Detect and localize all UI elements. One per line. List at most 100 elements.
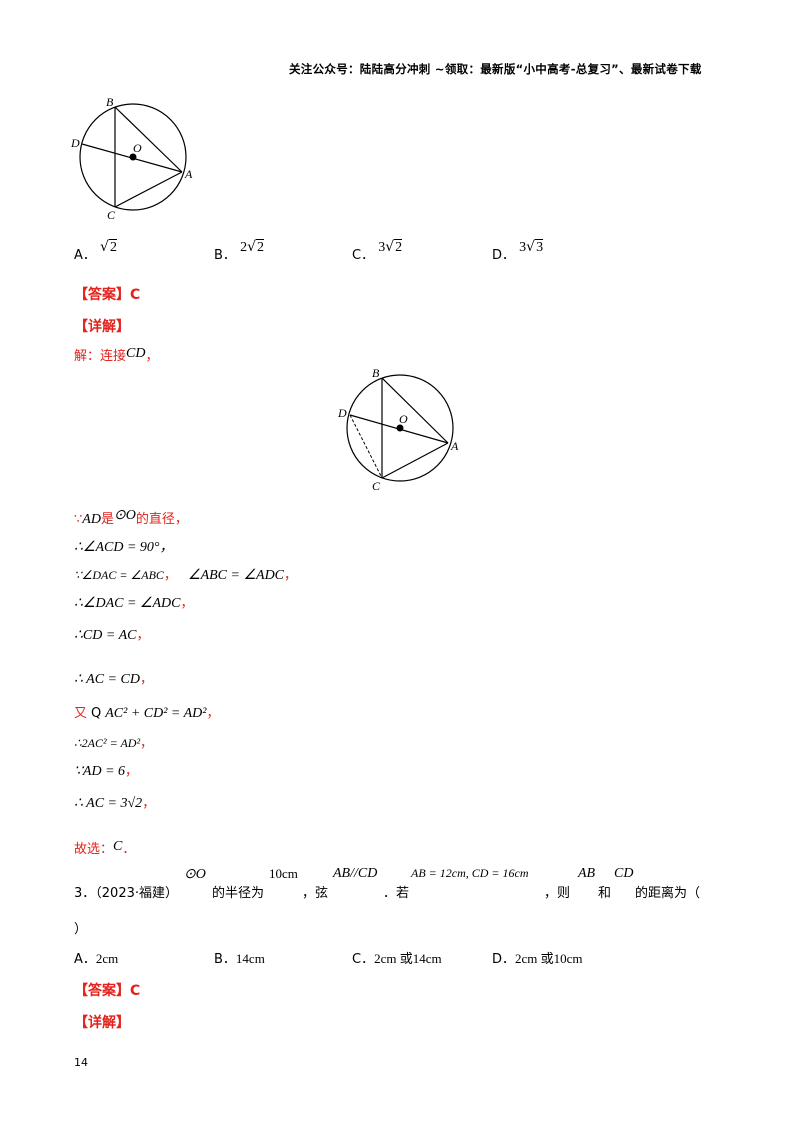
q3-lengths: AB = 12cm, CD = 16cm [411,866,529,880]
option-a: A． √2 [74,239,117,264]
center-point [396,424,404,432]
label-d: D [70,136,80,150]
label-b: B [106,95,114,109]
option-coef: 2 [240,240,248,255]
q3-option-d: D．2cm 或10cm [492,948,583,967]
step-7-pre: 又 [74,706,88,721]
answer-line-1: 【答案】C [74,284,140,304]
center-point [129,153,137,161]
q3-close: ） [74,922,88,937]
option-value: 2cm 或10cm [515,951,583,966]
step-10-end: ， [142,796,156,811]
conclusion-math: C [113,839,123,854]
option-b: B． 2√2 [214,239,264,264]
q3-text-3: ．若 [383,886,410,901]
step-5-pre: ∴ [74,628,83,643]
step-3c: ∠ABC = ∠ADC [188,568,285,583]
step-5-end: ， [136,628,150,643]
step-9-end: ， [125,764,139,779]
answer-label: 【答案】 [74,287,130,303]
option-d: D． 3√3 [492,239,544,264]
step-3d: ， [284,568,298,583]
label-o: O [133,141,142,155]
q3-option-c: C．2cm 或14cm [352,948,442,967]
option-c: C． 3√2 [352,239,403,264]
q3-option-a: A．2cm [74,948,118,967]
q3-cd: CD [614,866,634,881]
option-letter: C． [352,248,375,263]
option-letter: A． [74,248,96,263]
step-3: ∵∠DAC = ∠ABC， ∠ABC = ∠ADC， [74,564,297,584]
step-5-math: CD = AC [82,628,137,643]
step-1-end: 的直径， [135,512,188,527]
sqrt-icon: √ [526,239,536,255]
page-number: 14 [74,1056,88,1069]
step-2: ∴∠ACD = 90°， [74,540,174,555]
circle-outline [79,103,187,211]
q3-text-2: ，弦 [302,886,329,901]
step-7-q: Q [91,706,102,721]
step-9: ∵AD = 6， [74,760,138,780]
q3-text-4: ，则 [544,886,571,901]
label-b: B [372,366,380,380]
step-1-pre: ∵ [74,512,83,527]
option-radicand: 2 [394,239,403,255]
option-coef: 3 [519,240,527,255]
step-10-math: ∴ AC = 3√2 [74,796,143,811]
step-10: ∴ AC = 3√2， [74,792,155,812]
q3-circle: ⊙O [184,867,206,882]
option-value: 2cm 或14cm [374,951,442,966]
solution-intro-text: 解：连接 [74,349,127,364]
step-9-math: ∵AD = 6 [74,764,126,779]
sqrt-icon: √ [247,239,256,255]
option-letter: B． [214,952,236,967]
circle-figure-2: B D O A C [337,366,459,492]
step-1: ∵AD是⊙O的直径， [74,508,188,528]
step-1-circle: ⊙O [113,508,136,523]
sqrt-icon: √ [385,239,395,255]
q3-parallel: AB//CD [333,866,378,881]
circle-outline [346,374,454,482]
option-value: 2cm [95,951,119,966]
circle-figure-1: B D O A C [70,95,193,222]
page-header: 关注公众号：陆陆高分冲刺 ~领取：最新版“小中高考-总复习”、最新试卷下载 [289,62,702,76]
step-1-math: AD [82,512,101,527]
conclusion-end: ． [122,842,136,857]
option-coef: 3 [378,240,386,255]
answer-value: C [130,983,141,999]
label-c: C [107,208,116,222]
step-4-end: ， [180,596,194,611]
segment-ba [381,377,449,444]
step-3b: ， [163,568,177,583]
solution-intro-math: CD [126,346,146,361]
option-letter: B． [214,248,236,263]
conclusion: 故选：C． [74,838,135,858]
step-6-end: ， [139,672,153,687]
solution-intro-end: ， [145,349,159,364]
step-7: 又 Q AC² + CD² = AD²， [74,702,220,722]
step-4-math: ∴∠DAC = ∠ADC [74,596,181,611]
q3-ab: AB [578,866,596,881]
option-letter: C． [352,952,375,967]
label-a: A [450,439,459,453]
option-radicand: 2 [255,239,264,255]
option-letter: A． [74,952,96,967]
sqrt-icon: √ [100,239,109,255]
conclusion-pre: 故选： [74,842,114,857]
label-a: A [184,167,193,181]
option-letter: D． [492,952,516,967]
q3-text-5: 和 [598,886,612,901]
label-o: O [399,412,408,426]
answer-line-2: 【答案】C [74,980,140,1000]
segment-ba [114,106,183,173]
step-3a: ∵∠DAC = ∠ABC [74,568,164,582]
step-8-math: ∴2AC² = AD² [74,736,141,750]
answer-label: 【答案】 [74,983,130,999]
answer-value: C [130,287,141,303]
q3-number: 3．（2023·福建） [74,886,178,901]
detail-label-1: 【详解】 [74,319,130,335]
step-4: ∴∠DAC = ∠ADC， [74,592,193,612]
label-c: C [372,479,381,492]
detail-label-2: 【详解】 [74,1015,130,1031]
q3-radius: 10cm [269,866,298,881]
